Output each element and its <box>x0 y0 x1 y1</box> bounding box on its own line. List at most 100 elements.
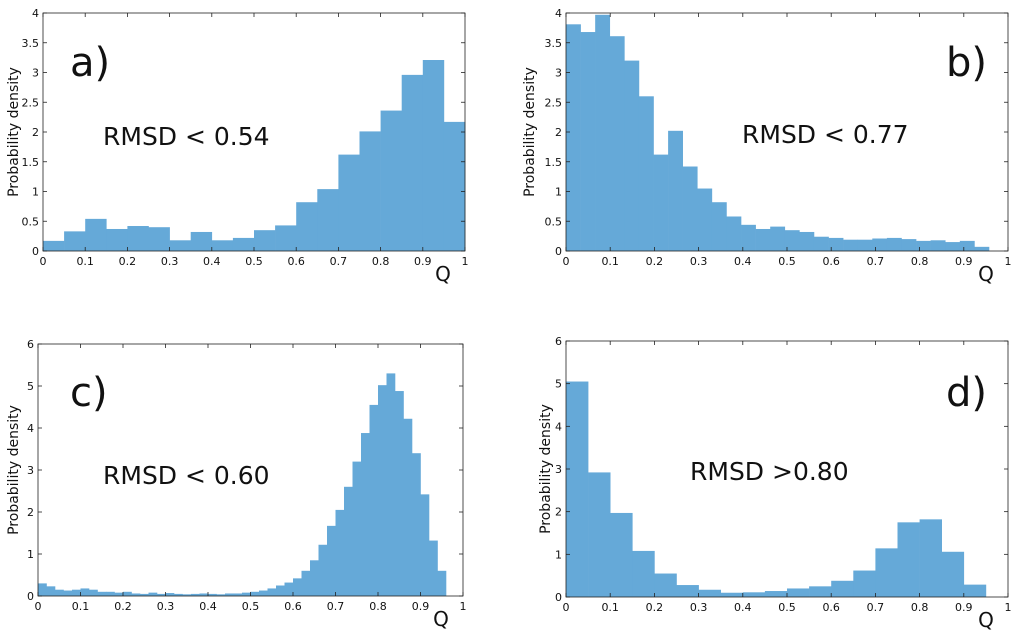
ytick-label-c-1: 1 <box>27 548 34 561</box>
bar-c-15 <box>165 593 175 596</box>
xtick-label-b-0: 0 <box>563 255 570 268</box>
bar-c-1 <box>46 586 56 596</box>
bar-a-7 <box>190 231 213 251</box>
xtick-label-d-8: 0.8 <box>911 601 929 614</box>
bar-c-19 <box>199 593 209 596</box>
histogram-panel-c: 0 0.1 0.2 0.3 0.4 0.5 0.6 0.7 0.8 0.9 1 0 1 2 3 4 5 6 Q Pro… <box>6 338 467 631</box>
bar-c-12 <box>140 593 149 596</box>
xtick-label-b-2: 0.2 <box>646 255 664 268</box>
panel-label-b: b) <box>946 40 987 86</box>
bar-a-19 <box>443 121 466 251</box>
xtick-label-a-2: 0.2 <box>119 255 137 268</box>
bar-b-22 <box>886 237 902 251</box>
bar-a-1 <box>64 231 86 251</box>
bar-c-44 <box>412 453 421 596</box>
bar-c-39 <box>369 404 379 596</box>
ytick-label-a-6: 3 <box>32 67 39 80</box>
bar-c-10 <box>123 591 132 596</box>
x-axis-label-d: Q <box>978 608 994 632</box>
xtick-label-a-4: 0.4 <box>203 255 221 268</box>
bar-d-8 <box>742 592 766 597</box>
bar-d-2 <box>610 512 633 597</box>
bar-c-37 <box>352 461 362 596</box>
bar-a-8 <box>211 240 234 251</box>
bar-d-14 <box>875 548 898 597</box>
y-axis-label-b: Probability density <box>522 67 538 197</box>
xtick-label-c-0: 0 <box>35 600 42 613</box>
bar-c-3 <box>63 590 73 596</box>
bar-a-13 <box>317 189 339 251</box>
bar-b-11 <box>726 216 742 251</box>
bar-b-8 <box>682 166 698 251</box>
bar-b-2 <box>595 14 611 251</box>
ytick-label-a-0: 0 <box>32 245 39 258</box>
bar-c-21 <box>216 594 226 596</box>
bar-a-10 <box>254 230 276 251</box>
histogram-panel-a: 0 0.1 0.2 0.3 0.4 0.5 0.6 0.7 0.8 0.9 1 0 0.5 1 1.5 2 2.… <box>6 7 469 286</box>
ytick-label-a-2: 1 <box>32 186 39 199</box>
xtick-label-b-9: 0.9 <box>955 255 973 268</box>
bar-c-7 <box>97 591 107 596</box>
xtick-label-c-5: 0.5 <box>242 600 260 613</box>
ytick-label-d-1: 1 <box>555 548 562 561</box>
bar-d-10 <box>787 588 810 597</box>
panel-label-a: a) <box>70 40 110 86</box>
bar-d-15 <box>897 522 920 597</box>
ytick-label-a-4: 2 <box>32 126 39 139</box>
rmsd-annotation-b: RMSD < 0.77 <box>742 120 909 149</box>
xtick-label-b-1: 0.1 <box>601 255 619 268</box>
ytick-label-c-4: 4 <box>27 422 34 435</box>
bar-c-11 <box>131 593 141 596</box>
ytick-label-a-3: 1.5 <box>22 156 40 169</box>
xtick-label-c-2: 0.2 <box>114 600 132 613</box>
bar-a-9 <box>232 237 255 251</box>
bar-c-22 <box>225 593 234 596</box>
bar-d-9 <box>764 591 788 597</box>
bar-a-2 <box>85 218 107 251</box>
x-axis-label-a: Q <box>435 262 451 286</box>
xtick-label-b-4: 0.4 <box>734 255 752 268</box>
xtick-label-b-10: 1 <box>1005 255 1012 268</box>
y-axis-label-d: Probability density <box>538 404 554 534</box>
x-axis-label-c: Q <box>433 607 449 631</box>
bar-a-5 <box>148 227 170 251</box>
ytick-label-d-4: 4 <box>555 420 562 433</box>
bar-c-28 <box>276 585 285 596</box>
bar-d-6 <box>698 589 721 597</box>
ytick-label-c-2: 2 <box>27 506 34 519</box>
bar-d-7 <box>720 592 744 597</box>
ytick-label-b-4: 2 <box>555 126 562 139</box>
xtick-label-b-3: 0.3 <box>690 255 708 268</box>
bar-d-5 <box>676 585 699 597</box>
bar-c-46 <box>429 540 438 596</box>
xtick-label-b-5: 0.5 <box>778 255 796 268</box>
xtick-label-c-8: 0.8 <box>369 600 387 613</box>
xtick-label-a-9: 0.9 <box>414 255 432 268</box>
xtick-label-d-3: 0.3 <box>690 601 708 614</box>
bar-d-1 <box>588 472 611 597</box>
bar-d-18 <box>963 584 987 597</box>
bar-b-3 <box>609 36 625 251</box>
xtick-label-d-7: 0.7 <box>867 601 885 614</box>
xtick-label-d-6: 0.6 <box>822 601 840 614</box>
bar-c-43 <box>403 418 413 596</box>
xtick-label-b-7: 0.7 <box>867 255 885 268</box>
bar-c-47 <box>437 570 447 596</box>
bar-c-20 <box>208 593 217 596</box>
bar-b-21 <box>872 238 888 251</box>
ytick-label-a-8: 4 <box>32 7 39 20</box>
bar-b-24 <box>916 240 931 251</box>
bar-b-6 <box>653 154 669 251</box>
ytick-label-d-6: 6 <box>555 335 562 348</box>
bar-a-3 <box>106 228 128 251</box>
ytick-label-b-8: 4 <box>555 7 562 20</box>
bar-c-23 <box>233 593 243 596</box>
bar-c-24 <box>242 592 251 596</box>
xtick-label-d-5: 0.5 <box>778 601 796 614</box>
bar-b-9 <box>697 188 713 251</box>
bar-d-13 <box>853 570 876 597</box>
ytick-label-b-0: 0 <box>555 245 562 258</box>
histogram-panel-b: 0 0.1 0.2 0.3 0.4 0.5 0.6 0.7 0.8 0.9 1 0 0.5 1 1.5 2 2.… <box>522 7 1012 286</box>
xtick-label-d-2: 0.2 <box>646 601 664 614</box>
panel-label-d: d) <box>946 370 987 416</box>
